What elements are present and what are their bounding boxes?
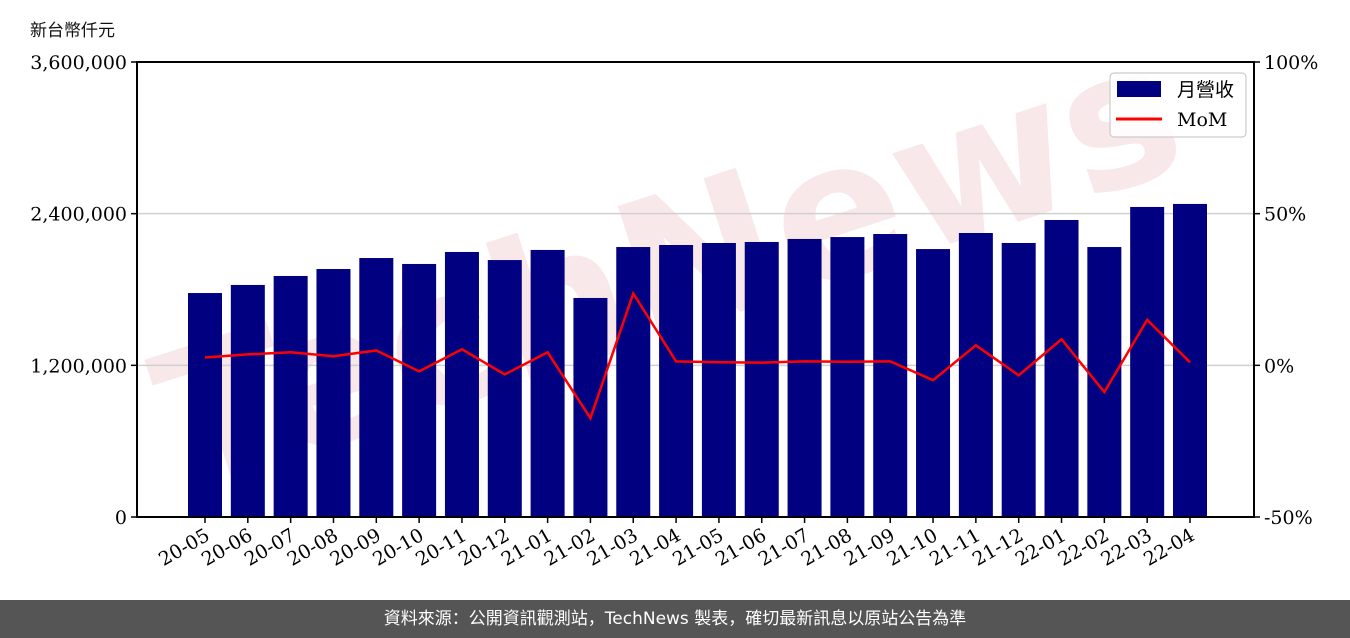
- plot-frame: [136, 61, 1255, 518]
- mom-line: [204, 290, 1191, 421]
- bar-20-12: [487, 260, 522, 517]
- bar-22-04: [1173, 203, 1207, 517]
- bar-21-03: [616, 247, 651, 518]
- revenue-chart: TechNews01,200,0002,400,0003,600,000-50%…: [30, 0, 1318, 571]
- bar-20-06: [230, 284, 265, 517]
- bar-20-10: [402, 263, 437, 517]
- bar-21-05: [701, 242, 736, 517]
- bar-20-09: [359, 258, 394, 517]
- bar-22-03: [1130, 206, 1165, 517]
- bar-21-12: [1001, 242, 1036, 517]
- bar-22-01: [1044, 219, 1079, 517]
- legend-swatch-bar: [1117, 81, 1161, 97]
- y-axis-unit-label: 新台幣仟元: [30, 21, 115, 41]
- bar-21-11: [958, 233, 993, 518]
- bar-21-04: [659, 245, 694, 517]
- left-tick-label: 2,400,000: [30, 204, 127, 226]
- bar-21-09: [873, 234, 908, 518]
- bar-22-02: [1087, 247, 1122, 518]
- right-tick-label: 100%: [1264, 52, 1318, 74]
- bar-21-08: [830, 237, 865, 517]
- right-tick-label: 0%: [1264, 355, 1294, 377]
- bar-20-07: [273, 275, 308, 517]
- legend-label-revenue: 月營收: [1177, 79, 1234, 101]
- left-tick-label: 1,200,000: [30, 355, 127, 377]
- right-tick-label: -50%: [1264, 507, 1313, 529]
- bar-20-05: [188, 293, 222, 517]
- left-tick-label: 0: [115, 507, 127, 529]
- bar-20-08: [316, 269, 351, 517]
- legend-label-mom: MoM: [1177, 109, 1227, 131]
- bar-21-01: [530, 249, 565, 517]
- bar-21-10: [916, 249, 951, 518]
- source-footer: 資料來源：公開資訊觀測站，TechNews 製表，確切最新訊息以原站公告為準: [0, 600, 1350, 638]
- bar-20-11: [444, 251, 479, 517]
- left-tick-label: 3,600,000: [30, 52, 127, 74]
- bar-21-02: [573, 297, 608, 517]
- x-tick-label: 22-04: [1140, 524, 1198, 570]
- bar-21-07: [787, 238, 822, 517]
- legend: 月營收 MoM: [1109, 72, 1247, 138]
- bar-21-06: [744, 241, 779, 517]
- right-tick-label: 50%: [1264, 204, 1306, 226]
